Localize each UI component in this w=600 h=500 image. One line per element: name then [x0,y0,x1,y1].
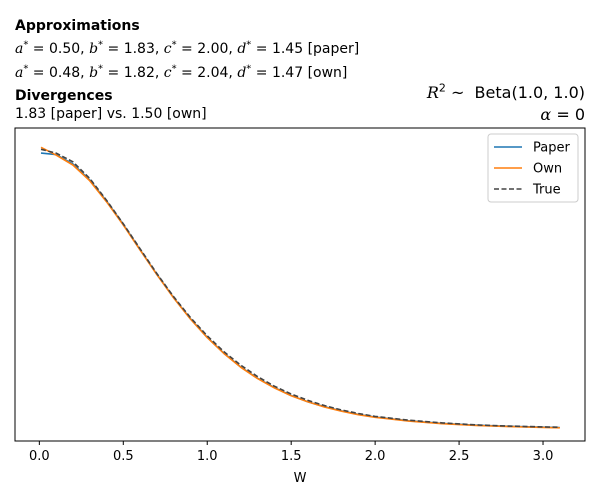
distribution-name: Beta(1.0, 1.0) [474,83,585,102]
paper-a-value: 0.50 [49,41,81,57]
own-c-value: 2.04 [197,65,229,81]
own-tag: [own] [307,65,348,81]
distribution-title: R2 ~ Beta(1.0, 1.0) [426,81,585,102]
paper-tag: [paper] [307,41,360,57]
series-lines [40,146,560,429]
legend-label-own: Own [533,162,562,177]
own-params-line: a* = 0.48, b* = 1.82, c* = 2.04, d* = 1.… [15,63,348,81]
x-axis-ticks: 0.0 0.5 1.0 1.5 2.0 2.5 3.0 [29,441,553,464]
legend: Paper Own True [487,133,579,203]
series-line-true [40,148,560,428]
x-axis-label: W [294,471,307,486]
legend-label-true: True [532,183,561,198]
legend-box [487,133,579,203]
approximations-heading: Approximations [15,18,140,34]
paper-d-value: 1.45 [271,41,304,57]
paper-c-value: 2.00 [197,41,229,57]
x-tick-label: 3.0 [533,449,554,464]
plot-frame [14,127,586,442]
series-line-own [40,146,560,429]
own-d-value: 1.47 [271,65,304,81]
divergences-heading: Divergences [15,88,113,104]
x-tick-label: 1.5 [281,449,302,464]
x-tick-label: 2.5 [449,449,470,464]
series-line-paper [40,152,560,429]
alpha-value: 0 [574,105,585,124]
own-b-value: 1.82 [123,65,155,81]
x-tick-label: 0.0 [29,449,50,464]
x-tick-label: 0.5 [113,449,134,464]
paper-b-value: 1.83 [123,41,155,57]
alpha-title: α = 0 [540,105,585,124]
x-tick-label: 2.0 [365,449,386,464]
legend-label-paper: Paper [533,141,570,156]
divergences-text: 1.83 [paper] vs. 1.50 [own] [15,106,207,122]
own-a-value: 0.48 [49,65,81,81]
paper-params-line: a* = 0.50, b* = 1.83, c* = 2.00, d* = 1.… [15,39,360,57]
x-tick-label: 1.0 [197,449,218,464]
